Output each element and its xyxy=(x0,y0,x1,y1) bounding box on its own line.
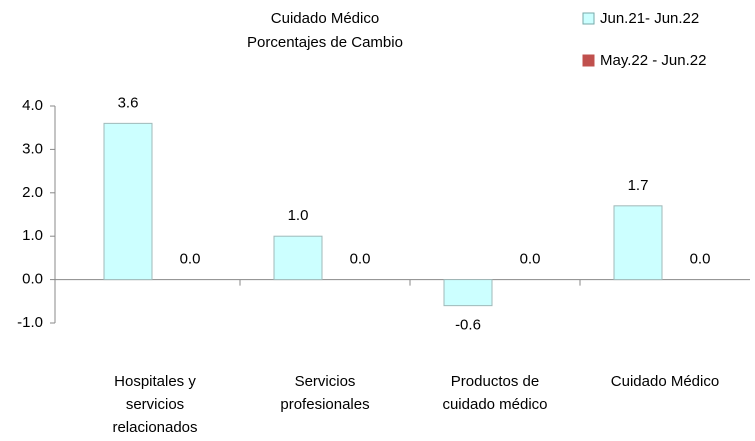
y-tick-label: -1.0 xyxy=(17,314,43,331)
bar xyxy=(103,122,153,281)
y-tick-label: 0.0 xyxy=(22,271,43,288)
bar xyxy=(613,205,663,281)
x-tick-label: Hospitales y servicios relacionados xyxy=(112,373,198,436)
y-tick-label: 2.0 xyxy=(22,184,43,201)
data-label: 3.6 xyxy=(118,94,139,111)
x-tick-label: Cuidado Médico xyxy=(610,373,720,390)
chart-title: Cuidado Médico xyxy=(271,10,379,27)
data-label: 1.7 xyxy=(628,177,649,194)
data-label: -0.6 xyxy=(455,317,481,334)
data-label: 1.0 xyxy=(288,207,309,224)
legend-label: Jun.21- Jun.22 xyxy=(600,10,699,27)
y-tick-label: 3.0 xyxy=(22,140,43,157)
data-label: 0.0 xyxy=(350,251,371,268)
legend-swatch xyxy=(582,54,595,67)
y-tick-label: 4.0 xyxy=(22,97,43,114)
bar xyxy=(443,279,493,307)
data-label: 0.0 xyxy=(690,251,711,268)
legend-label: May.22 - Jun.22 xyxy=(600,52,706,69)
bar xyxy=(273,235,323,281)
data-label: 0.0 xyxy=(520,251,541,268)
legend-swatch xyxy=(582,12,595,25)
x-tick-label: Productos de cuidado médico xyxy=(442,373,548,413)
y-tick-label: 1.0 xyxy=(22,227,43,244)
data-label: 0.0 xyxy=(180,251,201,268)
x-tick-label: Servicios profesionales xyxy=(280,373,370,413)
chart-subtitle: Porcentajes de Cambio xyxy=(247,34,403,51)
